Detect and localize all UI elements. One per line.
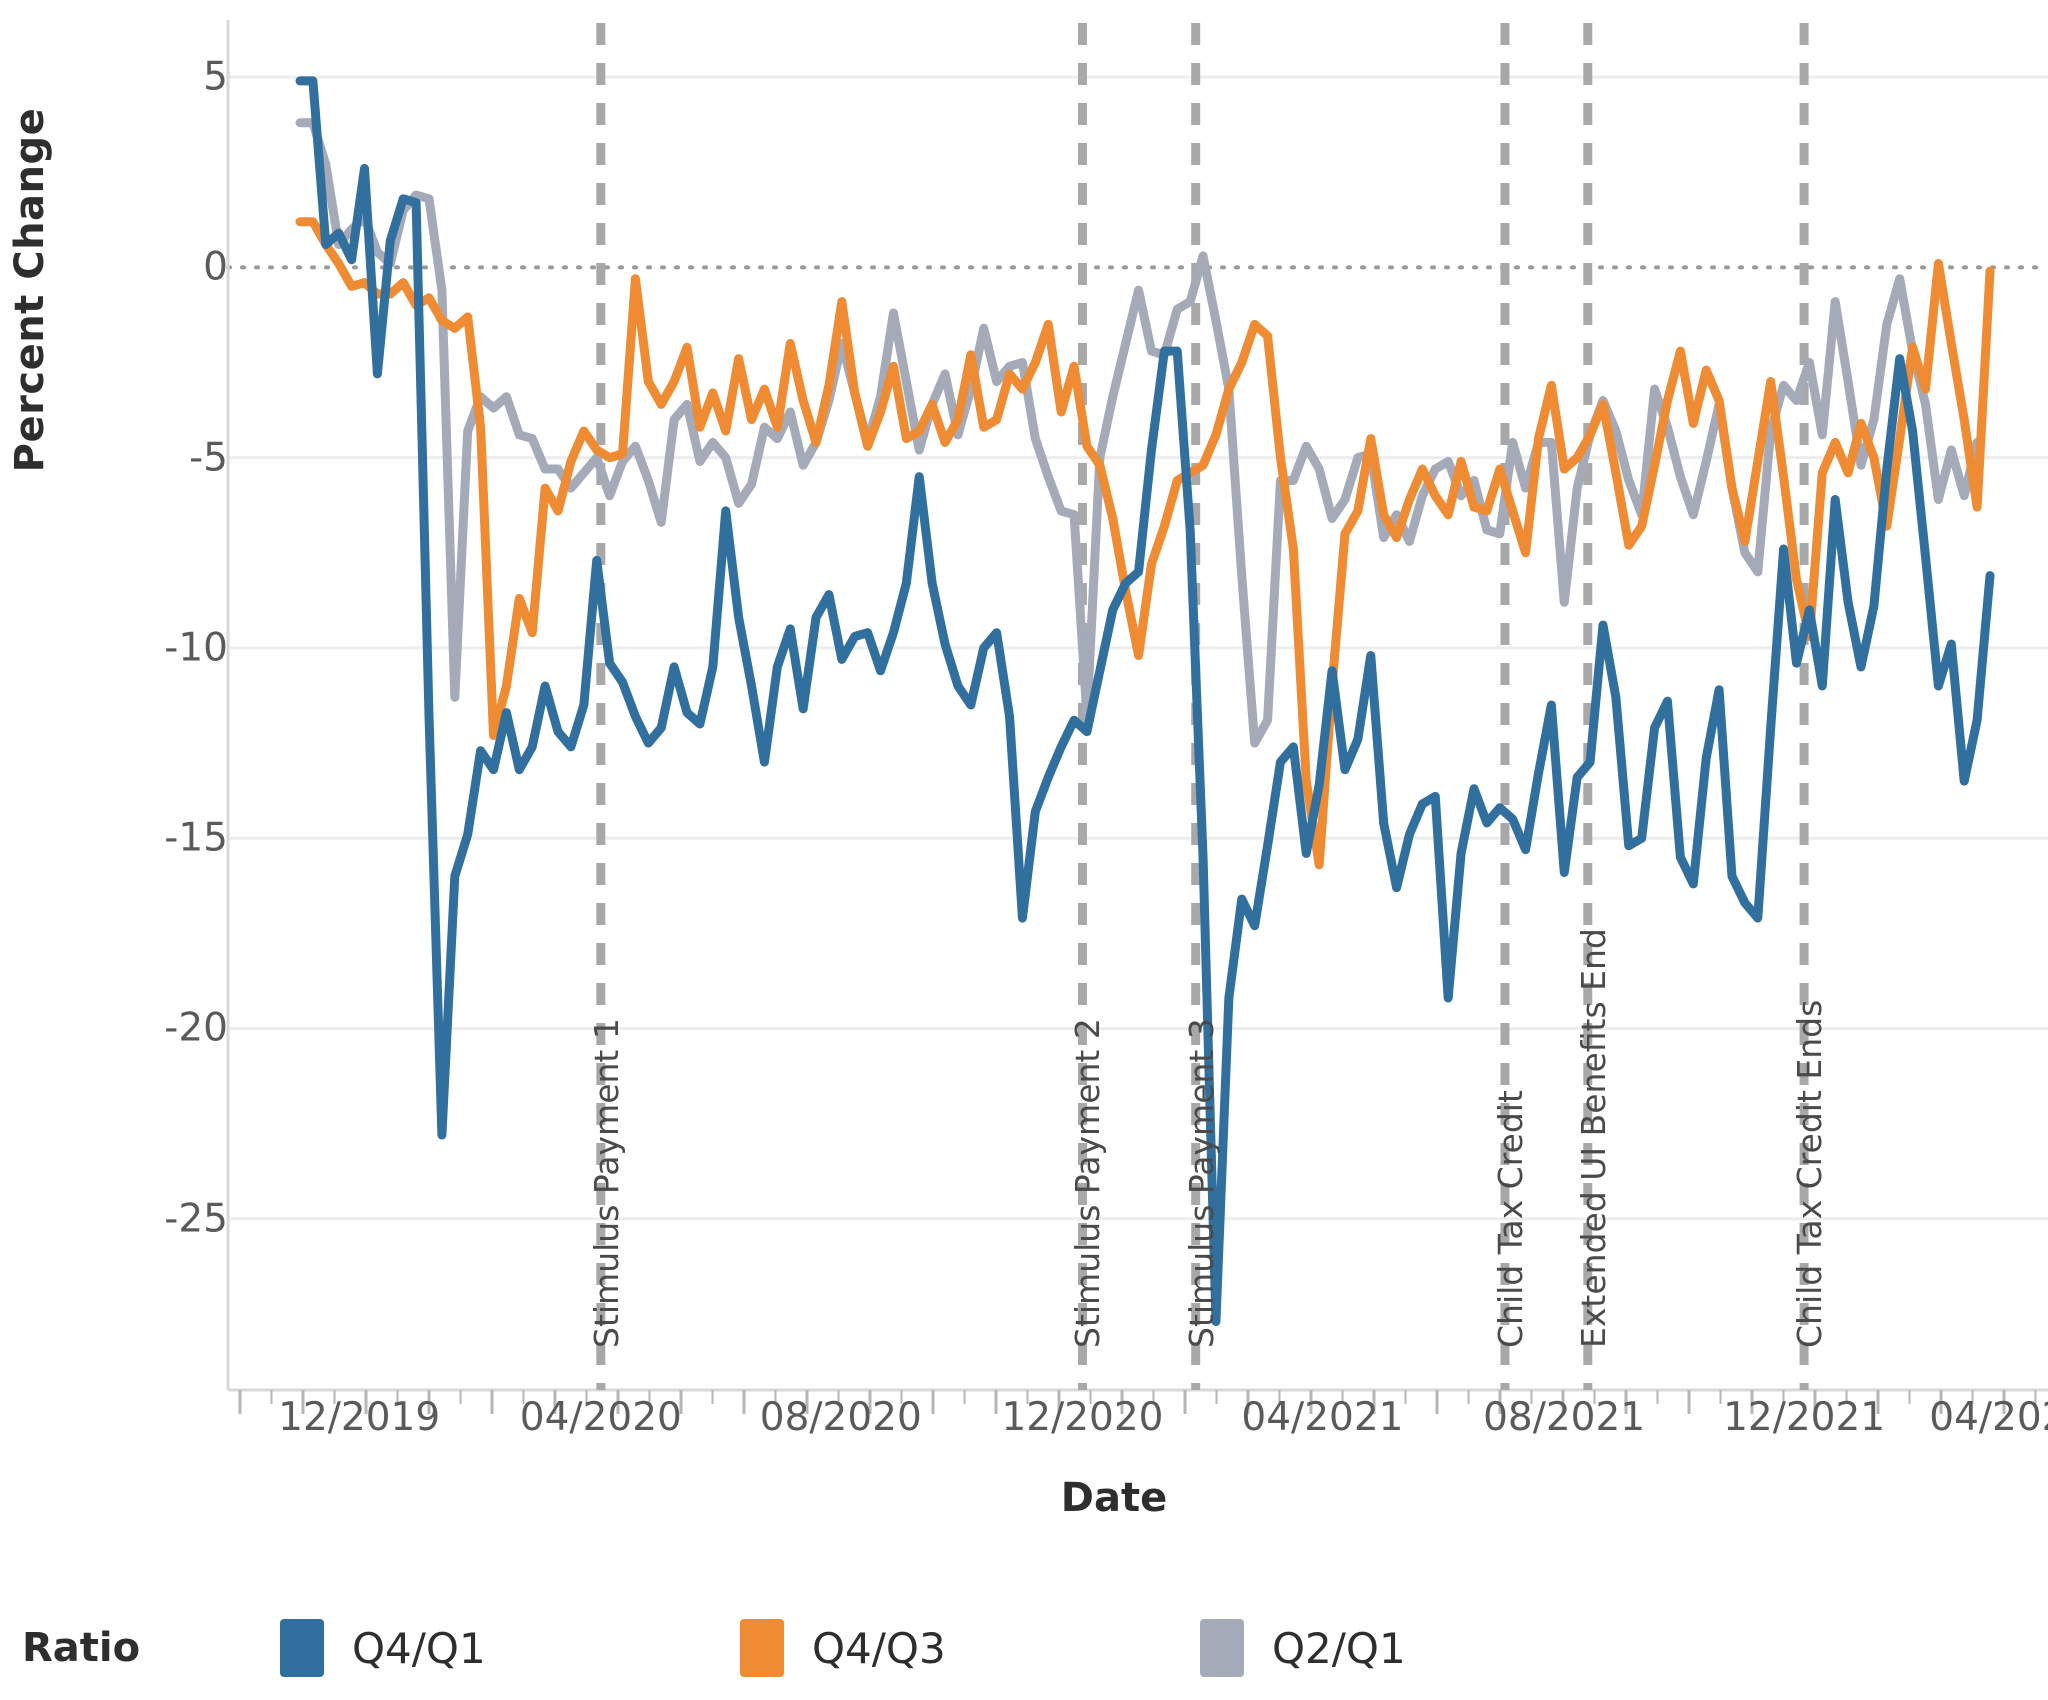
x-tick-label: 04/2022 [1929, 1395, 2048, 1440]
y-tick-label: -25 [164, 1196, 228, 1242]
y-tick-label: -10 [164, 625, 228, 671]
legend-item-label: Q2/Q1 [1272, 1623, 1406, 1673]
x-axis-title: Date [1060, 1475, 1168, 1521]
x-tick-label: 12/2019 [278, 1395, 441, 1440]
legend-title: Ratio [22, 1625, 141, 1671]
y-tick-label: -20 [164, 1005, 228, 1051]
series-line-q2-q1 [295, 118, 1982, 748]
chart-legend: Ratio Q4/Q1 Q4/Q3 Q2/Q1 [0, 1596, 2048, 1700]
legend-swatch-icon [1200, 1619, 1244, 1677]
series-line-q4-q3 [295, 217, 1995, 870]
x-tick-label: 12/2021 [1723, 1395, 1886, 1440]
y-tick-label: 0 [203, 244, 228, 290]
x-tick-label: 04/2020 [519, 1395, 682, 1440]
legend-item-label: Q4/Q3 [812, 1623, 946, 1673]
legend-item-label: Q4/Q1 [352, 1623, 486, 1673]
legend-swatch-icon [740, 1619, 784, 1677]
x-axis-tick-labels: 12/2019 04/2020 08/2020 12/2020 04/2021 08/20… [0, 1395, 2048, 1465]
annotation-label: Stimulus Payment 3 [1181, 1018, 1221, 1348]
y-tick-label: -5 [189, 435, 228, 481]
annotation-label: Stimulus Payment 1 [586, 1018, 626, 1348]
annotation-label: Extended UI Benefits End [1573, 928, 1613, 1348]
x-tick-label: 08/2020 [759, 1395, 922, 1440]
series-line-q4-q1 [295, 76, 1995, 1326]
legend-item-q4-q3[interactable]: Q4/Q3 [740, 1619, 1200, 1677]
x-tick-label: 08/2021 [1483, 1395, 1646, 1440]
annotation-label: Child Tax Credit [1490, 1090, 1530, 1348]
x-tick-label: 12/2020 [1001, 1395, 1164, 1440]
legend-swatch-icon [280, 1619, 324, 1677]
annotation-label: Stimulus Payment 2 [1068, 1018, 1108, 1348]
y-axis-tick-labels: 5 0 -5 -10 -15 -20 -25 [0, 0, 228, 1700]
legend-item-q4-q1[interactable]: Q4/Q1 [280, 1619, 740, 1677]
legend-item-q2-q1[interactable]: Q2/Q1 [1200, 1619, 1660, 1677]
y-tick-label: -15 [164, 815, 228, 861]
annotation-label: Child Tax Credit Ends [1790, 999, 1830, 1348]
y-tick-label: 5 [203, 54, 228, 100]
x-tick-label: 04/2021 [1241, 1395, 1404, 1440]
